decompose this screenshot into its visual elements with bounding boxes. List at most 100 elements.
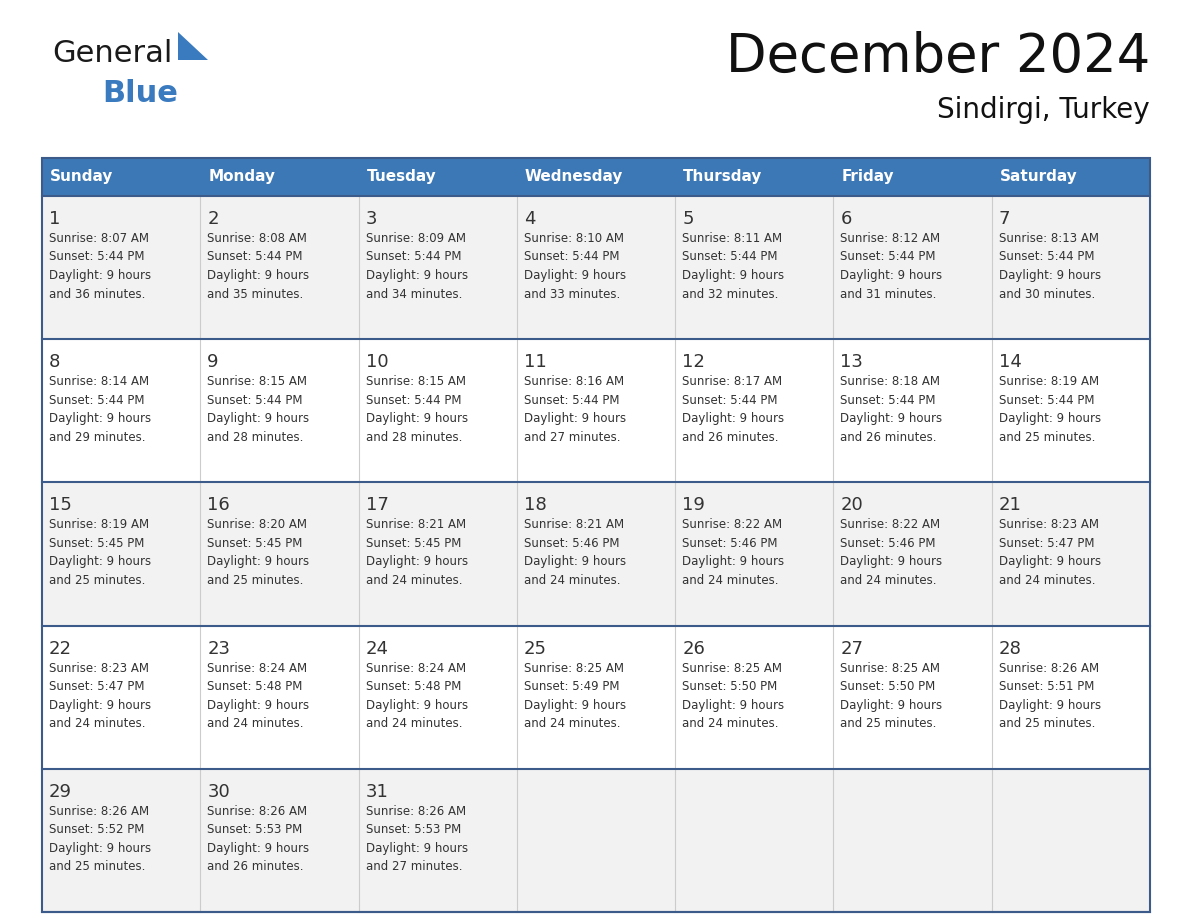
Text: and 29 minutes.: and 29 minutes. xyxy=(49,431,145,443)
Bar xyxy=(42,158,1150,912)
Text: Sunrise: 8:22 AM: Sunrise: 8:22 AM xyxy=(840,519,941,532)
Text: and 28 minutes.: and 28 minutes. xyxy=(207,431,304,443)
Text: 5: 5 xyxy=(682,210,694,228)
Text: Sindirgi, Turkey: Sindirgi, Turkey xyxy=(937,96,1150,124)
Text: Daylight: 9 hours: Daylight: 9 hours xyxy=(682,269,784,282)
Text: Daylight: 9 hours: Daylight: 9 hours xyxy=(49,555,151,568)
Text: Sunrise: 8:25 AM: Sunrise: 8:25 AM xyxy=(840,662,941,675)
Text: and 26 minutes.: and 26 minutes. xyxy=(682,431,778,443)
Text: 13: 13 xyxy=(840,353,864,371)
Text: Sunrise: 8:10 AM: Sunrise: 8:10 AM xyxy=(524,232,624,245)
Text: Daylight: 9 hours: Daylight: 9 hours xyxy=(524,269,626,282)
Text: Sunset: 5:44 PM: Sunset: 5:44 PM xyxy=(682,394,778,407)
Text: and 25 minutes.: and 25 minutes. xyxy=(49,860,145,873)
Text: Daylight: 9 hours: Daylight: 9 hours xyxy=(999,555,1101,568)
Text: 18: 18 xyxy=(524,497,546,514)
Text: 16: 16 xyxy=(207,497,230,514)
Text: Sunrise: 8:21 AM: Sunrise: 8:21 AM xyxy=(366,519,466,532)
Text: Sunset: 5:51 PM: Sunset: 5:51 PM xyxy=(999,680,1094,693)
Text: Daylight: 9 hours: Daylight: 9 hours xyxy=(524,699,626,711)
Text: 1: 1 xyxy=(49,210,61,228)
Text: 25: 25 xyxy=(524,640,546,657)
Text: Sunrise: 8:16 AM: Sunrise: 8:16 AM xyxy=(524,375,624,388)
Text: 8: 8 xyxy=(49,353,61,371)
Text: 9: 9 xyxy=(207,353,219,371)
Text: Sunset: 5:47 PM: Sunset: 5:47 PM xyxy=(999,537,1094,550)
Text: Sunrise: 8:23 AM: Sunrise: 8:23 AM xyxy=(49,662,148,675)
Text: Daylight: 9 hours: Daylight: 9 hours xyxy=(49,699,151,711)
Text: 15: 15 xyxy=(49,497,72,514)
Text: Monday: Monday xyxy=(208,170,276,185)
Text: Sunset: 5:50 PM: Sunset: 5:50 PM xyxy=(682,680,777,693)
Text: and 24 minutes.: and 24 minutes. xyxy=(366,717,462,730)
Text: Sunset: 5:44 PM: Sunset: 5:44 PM xyxy=(682,251,778,263)
Text: Sunset: 5:46 PM: Sunset: 5:46 PM xyxy=(524,537,619,550)
Text: Sunrise: 8:23 AM: Sunrise: 8:23 AM xyxy=(999,519,1099,532)
Text: Sunset: 5:48 PM: Sunset: 5:48 PM xyxy=(366,680,461,693)
Text: and 24 minutes.: and 24 minutes. xyxy=(49,717,145,730)
Bar xyxy=(42,339,1150,482)
Text: 27: 27 xyxy=(840,640,864,657)
Text: Sunrise: 8:07 AM: Sunrise: 8:07 AM xyxy=(49,232,148,245)
Text: and 27 minutes.: and 27 minutes. xyxy=(366,860,462,873)
Text: Daylight: 9 hours: Daylight: 9 hours xyxy=(999,699,1101,711)
Text: Sunrise: 8:26 AM: Sunrise: 8:26 AM xyxy=(49,805,150,818)
Text: Sunset: 5:49 PM: Sunset: 5:49 PM xyxy=(524,680,619,693)
Text: and 24 minutes.: and 24 minutes. xyxy=(682,574,778,587)
Text: and 32 minutes.: and 32 minutes. xyxy=(682,287,778,300)
Text: Sunset: 5:44 PM: Sunset: 5:44 PM xyxy=(524,394,619,407)
Text: Sunrise: 8:14 AM: Sunrise: 8:14 AM xyxy=(49,375,150,388)
Text: Sunrise: 8:18 AM: Sunrise: 8:18 AM xyxy=(840,375,941,388)
Text: Sunset: 5:44 PM: Sunset: 5:44 PM xyxy=(840,394,936,407)
Text: and 24 minutes.: and 24 minutes. xyxy=(682,717,778,730)
Text: 4: 4 xyxy=(524,210,536,228)
Text: Daylight: 9 hours: Daylight: 9 hours xyxy=(366,269,468,282)
Text: Daylight: 9 hours: Daylight: 9 hours xyxy=(207,842,309,855)
Text: Sunset: 5:44 PM: Sunset: 5:44 PM xyxy=(366,394,461,407)
Text: and 25 minutes.: and 25 minutes. xyxy=(999,717,1095,730)
Text: 2: 2 xyxy=(207,210,219,228)
Text: Sunrise: 8:24 AM: Sunrise: 8:24 AM xyxy=(366,662,466,675)
Text: Sunset: 5:44 PM: Sunset: 5:44 PM xyxy=(366,251,461,263)
Text: Sunrise: 8:26 AM: Sunrise: 8:26 AM xyxy=(999,662,1099,675)
Text: and 31 minutes.: and 31 minutes. xyxy=(840,287,937,300)
Text: 11: 11 xyxy=(524,353,546,371)
Text: 19: 19 xyxy=(682,497,704,514)
Text: Sunset: 5:44 PM: Sunset: 5:44 PM xyxy=(840,251,936,263)
Text: and 33 minutes.: and 33 minutes. xyxy=(524,287,620,300)
Text: and 25 minutes.: and 25 minutes. xyxy=(207,574,304,587)
Text: Sunrise: 8:17 AM: Sunrise: 8:17 AM xyxy=(682,375,782,388)
Text: Sunset: 5:53 PM: Sunset: 5:53 PM xyxy=(207,823,303,836)
Text: 7: 7 xyxy=(999,210,1010,228)
Text: Sunrise: 8:25 AM: Sunrise: 8:25 AM xyxy=(524,662,624,675)
Text: Sunrise: 8:24 AM: Sunrise: 8:24 AM xyxy=(207,662,308,675)
Text: Sunrise: 8:15 AM: Sunrise: 8:15 AM xyxy=(366,375,466,388)
Text: and 34 minutes.: and 34 minutes. xyxy=(366,287,462,300)
Text: Wednesday: Wednesday xyxy=(525,170,624,185)
Text: Sunrise: 8:13 AM: Sunrise: 8:13 AM xyxy=(999,232,1099,245)
Text: Sunset: 5:44 PM: Sunset: 5:44 PM xyxy=(207,251,303,263)
Text: Sunset: 5:53 PM: Sunset: 5:53 PM xyxy=(366,823,461,836)
Text: Daylight: 9 hours: Daylight: 9 hours xyxy=(207,412,309,425)
Text: 30: 30 xyxy=(207,783,230,800)
Text: Sunday: Sunday xyxy=(50,170,113,185)
Text: Daylight: 9 hours: Daylight: 9 hours xyxy=(840,699,942,711)
Text: Sunrise: 8:22 AM: Sunrise: 8:22 AM xyxy=(682,519,782,532)
Text: and 24 minutes.: and 24 minutes. xyxy=(840,574,937,587)
Text: Daylight: 9 hours: Daylight: 9 hours xyxy=(840,555,942,568)
Polygon shape xyxy=(178,32,208,60)
Text: Daylight: 9 hours: Daylight: 9 hours xyxy=(682,555,784,568)
Text: Sunset: 5:46 PM: Sunset: 5:46 PM xyxy=(840,537,936,550)
Text: and 35 minutes.: and 35 minutes. xyxy=(207,287,304,300)
Text: and 24 minutes.: and 24 minutes. xyxy=(524,717,620,730)
Text: Sunrise: 8:19 AM: Sunrise: 8:19 AM xyxy=(999,375,1099,388)
Text: and 27 minutes.: and 27 minutes. xyxy=(524,431,620,443)
Text: Daylight: 9 hours: Daylight: 9 hours xyxy=(366,555,468,568)
Text: 21: 21 xyxy=(999,497,1022,514)
Text: and 25 minutes.: and 25 minutes. xyxy=(840,717,937,730)
Text: Daylight: 9 hours: Daylight: 9 hours xyxy=(524,412,626,425)
Bar xyxy=(42,625,1150,768)
Text: Sunset: 5:48 PM: Sunset: 5:48 PM xyxy=(207,680,303,693)
Text: Sunset: 5:44 PM: Sunset: 5:44 PM xyxy=(49,394,145,407)
Bar xyxy=(42,158,1150,196)
